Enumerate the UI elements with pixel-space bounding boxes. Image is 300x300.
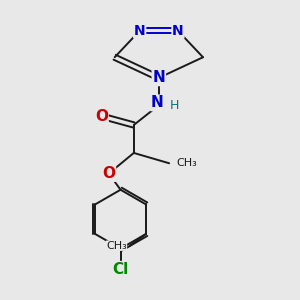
Text: N: N — [152, 70, 165, 86]
Text: O: O — [102, 166, 115, 181]
Text: CH₃: CH₃ — [106, 241, 127, 251]
Text: N: N — [134, 24, 146, 38]
Text: N: N — [151, 95, 164, 110]
Text: N: N — [172, 24, 184, 38]
Text: H: H — [169, 99, 179, 112]
Text: O: O — [95, 109, 108, 124]
Text: CH₃: CH₃ — [176, 158, 197, 168]
Text: Cl: Cl — [112, 262, 129, 277]
